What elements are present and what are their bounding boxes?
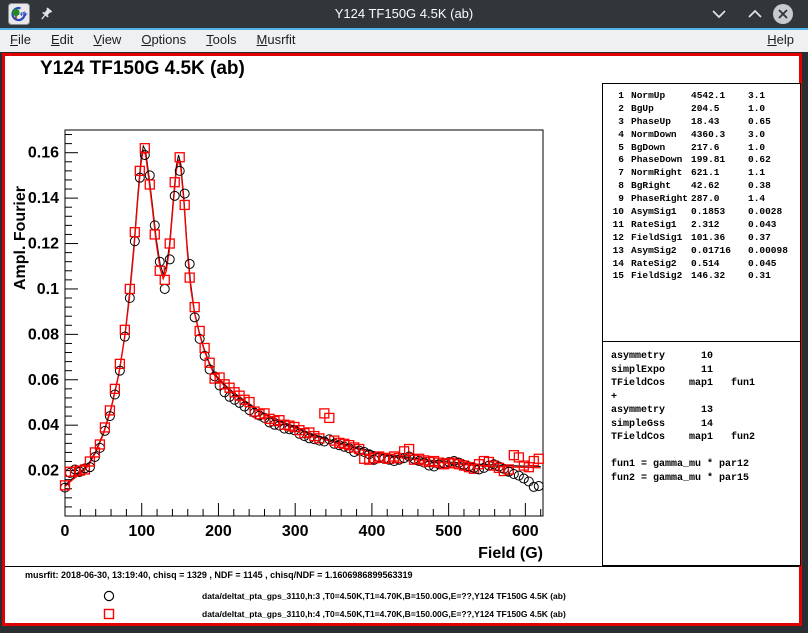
param-row-FieldSig1: 12FieldSig1101.360.37 <box>603 232 800 245</box>
legend-row-squares: data/deltat_pta_gps_3110,h:4 ,T0=4.50K,T… <box>5 606 799 622</box>
minimize-button[interactable] <box>706 5 732 23</box>
title-bar[interactable]: ++ Y124 TF150G 4.5K (ab) <box>0 0 808 28</box>
maximize-button[interactable] <box>742 5 768 23</box>
param-row-NormRight: 7NormRight621.11.1 <box>603 167 800 180</box>
open-square-marker-icon <box>102 607 116 621</box>
fit-status-line: musrfit: 2018-06-30, 13:19:40, chisq = 1… <box>25 570 412 580</box>
legend-label: data/deltat_pta_gps_3110,h:4 ,T0=4.50K,T… <box>202 609 566 619</box>
legend-label: data/deltat_pta_gps_3110,h:3 ,T0=4.50K,T… <box>202 591 566 601</box>
window-title: Y124 TF150G 4.5K (ab) <box>0 0 808 28</box>
menu-file[interactable]: File <box>0 30 41 49</box>
menu-help[interactable]: Help <box>757 30 804 49</box>
root-canvas: Y124 TF150G 4.5K (ab) 010020030040050060… <box>2 53 802 626</box>
plot-title: Y124 TF150G 4.5K (ab) <box>40 58 245 80</box>
param-row-PhaseUp: 3PhaseUp18.430.65 <box>603 116 800 129</box>
param-row-PhaseDown: 6PhaseDown199.810.62 <box>603 154 800 167</box>
fit-parameter-box[interactable]: 1NormUp4542.13.12BgUp204.51.03PhaseUp18.… <box>602 83 801 348</box>
param-row-NormUp: 1NormUp4542.13.1 <box>603 90 800 103</box>
param-row-BgDown: 5BgDown217.61.0 <box>603 142 800 155</box>
legend-row-circles: data/deltat_pta_gps_3110,h:3 ,T0=4.50K,T… <box>5 588 799 604</box>
param-row-NormDown: 4NormDown4360.33.0 <box>603 129 800 142</box>
param-row-PhaseRight: 9PhaseRight287.01.4 <box>603 193 800 206</box>
theory-text: asymmetry 10 simplExpo 11 TFieldCos map1… <box>611 350 800 485</box>
close-button[interactable] <box>772 3 794 25</box>
param-row-FieldSig2: 15FieldSig2146.320.31 <box>603 270 800 283</box>
menu-bar: FileEditViewOptionsToolsMusrfit Help <box>0 30 808 52</box>
menu-items: FileEditViewOptionsToolsMusrfit <box>0 32 306 47</box>
open-circle-marker-icon <box>102 589 116 603</box>
param-row-BgUp: 2BgUp204.51.0 <box>603 103 800 116</box>
menu-musrfit[interactable]: Musrfit <box>247 30 306 49</box>
menu-options[interactable]: Options <box>131 30 196 49</box>
param-row-AsymSig1: 10AsymSig10.18530.0028 <box>603 206 800 219</box>
menu-edit[interactable]: Edit <box>41 30 83 49</box>
param-row-BgRight: 8BgRight42.620.38 <box>603 180 800 193</box>
param-row-AsymSig2: 13AsymSig20.017160.00098 <box>603 245 800 258</box>
param-row-RateSig2: 14RateSig20.5140.045 <box>603 258 800 271</box>
pad-separator <box>5 566 799 567</box>
menu-tools[interactable]: Tools <box>196 30 246 49</box>
musrview-window: ++ Y124 TF150G 4.5K (ab) FileEditViewOpt… <box>0 0 808 633</box>
param-row-RateSig1: 11RateSig12.3120.043 <box>603 219 800 232</box>
theory-box[interactable]: asymmetry 10 simplExpo 11 TFieldCos map1… <box>602 341 801 566</box>
menu-view[interactable]: View <box>83 30 131 49</box>
